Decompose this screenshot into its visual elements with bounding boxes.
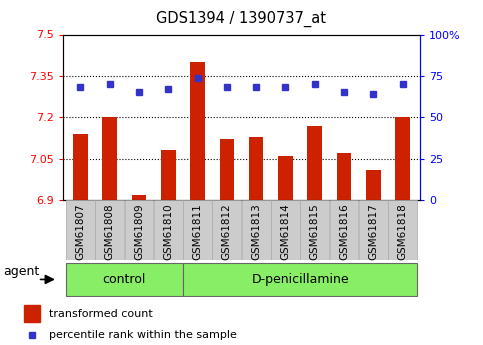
Bar xyxy=(190,62,205,200)
FancyBboxPatch shape xyxy=(330,200,358,260)
FancyBboxPatch shape xyxy=(154,200,183,260)
FancyBboxPatch shape xyxy=(300,200,329,260)
Text: control: control xyxy=(102,273,146,286)
Text: transformed count: transformed count xyxy=(49,309,153,318)
Text: GSM61811: GSM61811 xyxy=(193,203,202,260)
FancyBboxPatch shape xyxy=(125,200,153,260)
FancyBboxPatch shape xyxy=(242,200,270,260)
Text: GSM61817: GSM61817 xyxy=(369,203,378,260)
FancyBboxPatch shape xyxy=(388,200,417,260)
Bar xyxy=(73,134,88,200)
Text: agent: agent xyxy=(3,265,40,278)
Bar xyxy=(249,137,263,200)
Text: GSM61810: GSM61810 xyxy=(163,203,173,260)
Bar xyxy=(220,139,234,200)
Text: GSM61808: GSM61808 xyxy=(105,203,114,260)
Bar xyxy=(24,305,40,322)
FancyBboxPatch shape xyxy=(359,200,388,260)
Bar xyxy=(337,153,351,200)
Bar xyxy=(278,156,293,200)
FancyBboxPatch shape xyxy=(66,200,95,260)
FancyBboxPatch shape xyxy=(183,200,212,260)
FancyBboxPatch shape xyxy=(271,200,300,260)
Bar xyxy=(395,117,410,200)
Text: GDS1394 / 1390737_at: GDS1394 / 1390737_at xyxy=(156,10,327,27)
FancyBboxPatch shape xyxy=(66,263,183,296)
Text: D-penicillamine: D-penicillamine xyxy=(251,273,349,286)
FancyBboxPatch shape xyxy=(213,200,241,260)
FancyBboxPatch shape xyxy=(183,263,417,296)
Text: GSM61809: GSM61809 xyxy=(134,203,144,260)
Text: GSM61812: GSM61812 xyxy=(222,203,232,260)
Text: GSM61815: GSM61815 xyxy=(310,203,320,260)
Bar xyxy=(102,117,117,200)
FancyBboxPatch shape xyxy=(95,200,124,260)
Bar xyxy=(132,195,146,200)
Text: GSM61813: GSM61813 xyxy=(251,203,261,260)
Bar xyxy=(161,150,176,200)
Text: GSM61818: GSM61818 xyxy=(398,203,408,260)
Text: GSM61807: GSM61807 xyxy=(75,203,85,260)
Bar xyxy=(366,170,381,200)
Text: percentile rank within the sample: percentile rank within the sample xyxy=(49,330,237,340)
Bar xyxy=(307,126,322,200)
Text: GSM61814: GSM61814 xyxy=(281,203,290,260)
Text: GSM61816: GSM61816 xyxy=(339,203,349,260)
